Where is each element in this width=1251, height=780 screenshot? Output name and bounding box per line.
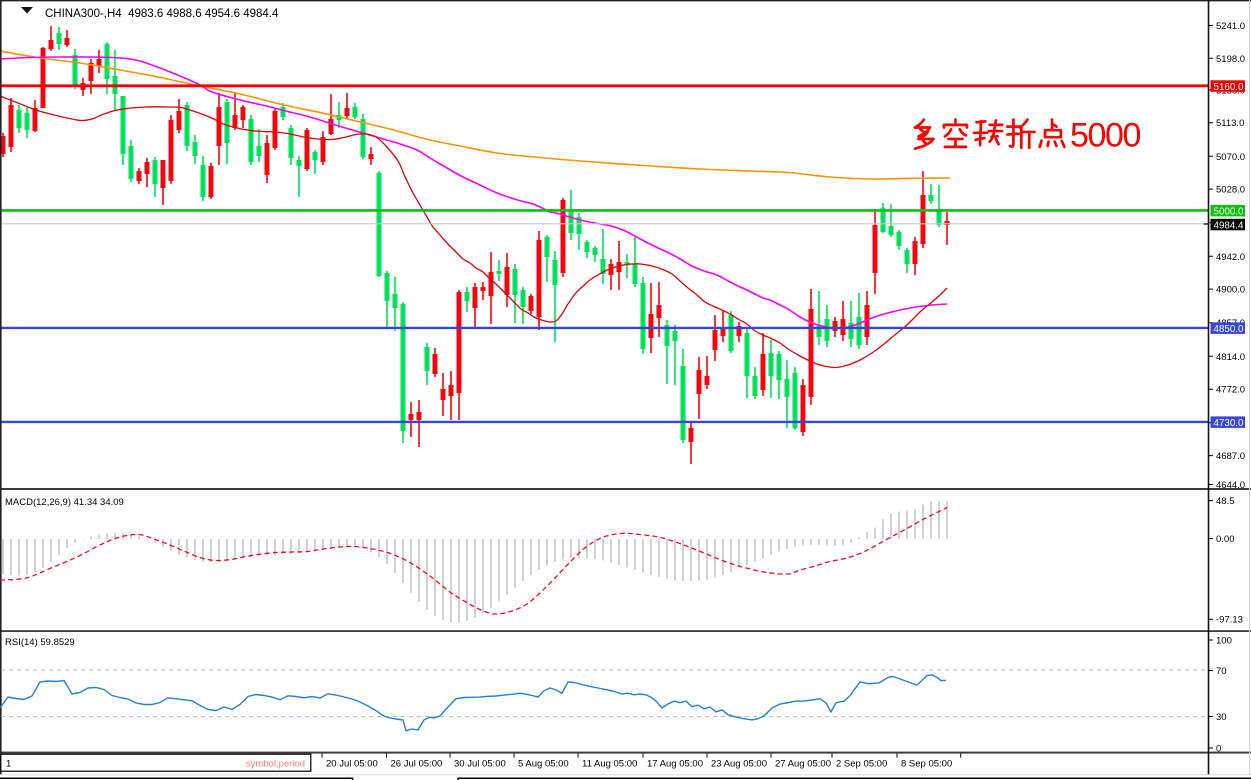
svg-text:0: 0: [1216, 744, 1221, 755]
svg-text:4772.0: 4772.0: [1216, 385, 1245, 396]
svg-text:4814.0: 4814.0: [1216, 352, 1245, 363]
svg-text:5000: 5000: [1070, 117, 1141, 155]
svg-text:27 Aug 05:00: 27 Aug 05:00: [775, 759, 831, 770]
svg-text:23 Aug 05:00: 23 Aug 05:00: [711, 759, 767, 770]
svg-text:26 Jul 05:00: 26 Jul 05:00: [391, 759, 443, 770]
svg-text:4942.0: 4942.0: [1216, 252, 1245, 263]
svg-text:symbol,period: symbol,period: [246, 759, 305, 770]
svg-text:-97.13: -97.13: [1216, 615, 1243, 626]
svg-text:30: 30: [1216, 712, 1227, 723]
svg-text:5000.0: 5000.0: [1214, 206, 1245, 217]
svg-text:CHINA300-,H4 4983.6 4988.6 49: CHINA300-,H4 4983.6 4988.6 4954.6 4984.4: [45, 8, 279, 20]
svg-text:5241.0: 5241.0: [1216, 21, 1245, 32]
svg-text:4730.0: 4730.0: [1214, 418, 1245, 429]
svg-text:5160.0: 5160.0: [1214, 82, 1245, 93]
svg-text:11 Aug 05:00: 11 Aug 05:00: [582, 759, 637, 770]
svg-text:RSI(14) 59.8529: RSI(14) 59.8529: [5, 637, 75, 648]
svg-text:5028.0: 5028.0: [1216, 185, 1245, 196]
svg-text:0.00: 0.00: [1216, 534, 1235, 545]
svg-text:8 Sep 05:00: 8 Sep 05:00: [901, 759, 952, 770]
svg-text:4644.0: 4644.0: [1216, 480, 1245, 491]
svg-text:5070.0: 5070.0: [1216, 152, 1245, 163]
svg-text:4687.0: 4687.0: [1216, 451, 1245, 462]
svg-text:5198.0: 5198.0: [1216, 54, 1245, 65]
svg-text:17 Aug 05:00: 17 Aug 05:00: [647, 759, 703, 770]
svg-text:5 Aug 05:00: 5 Aug 05:00: [518, 759, 569, 770]
svg-text:48.5: 48.5: [1216, 496, 1235, 507]
svg-text:70: 70: [1216, 666, 1227, 677]
svg-text:4984.4: 4984.4: [1214, 220, 1245, 231]
svg-text:4850.0: 4850.0: [1214, 324, 1245, 335]
svg-text:30 Jul 05:00: 30 Jul 05:00: [454, 759, 506, 770]
svg-text:1: 1: [6, 759, 11, 770]
svg-text:20 Jul 05:00: 20 Jul 05:00: [326, 759, 378, 770]
svg-text:2 Sep 05:00: 2 Sep 05:00: [836, 759, 887, 770]
svg-text:4900.0: 4900.0: [1216, 285, 1245, 296]
svg-text:5113.0: 5113.0: [1216, 118, 1244, 129]
svg-text:MACD(12,26,9) 41.34 34.09: MACD(12,26,9) 41.34 34.09: [5, 497, 124, 508]
svg-text:100: 100: [1216, 636, 1232, 647]
